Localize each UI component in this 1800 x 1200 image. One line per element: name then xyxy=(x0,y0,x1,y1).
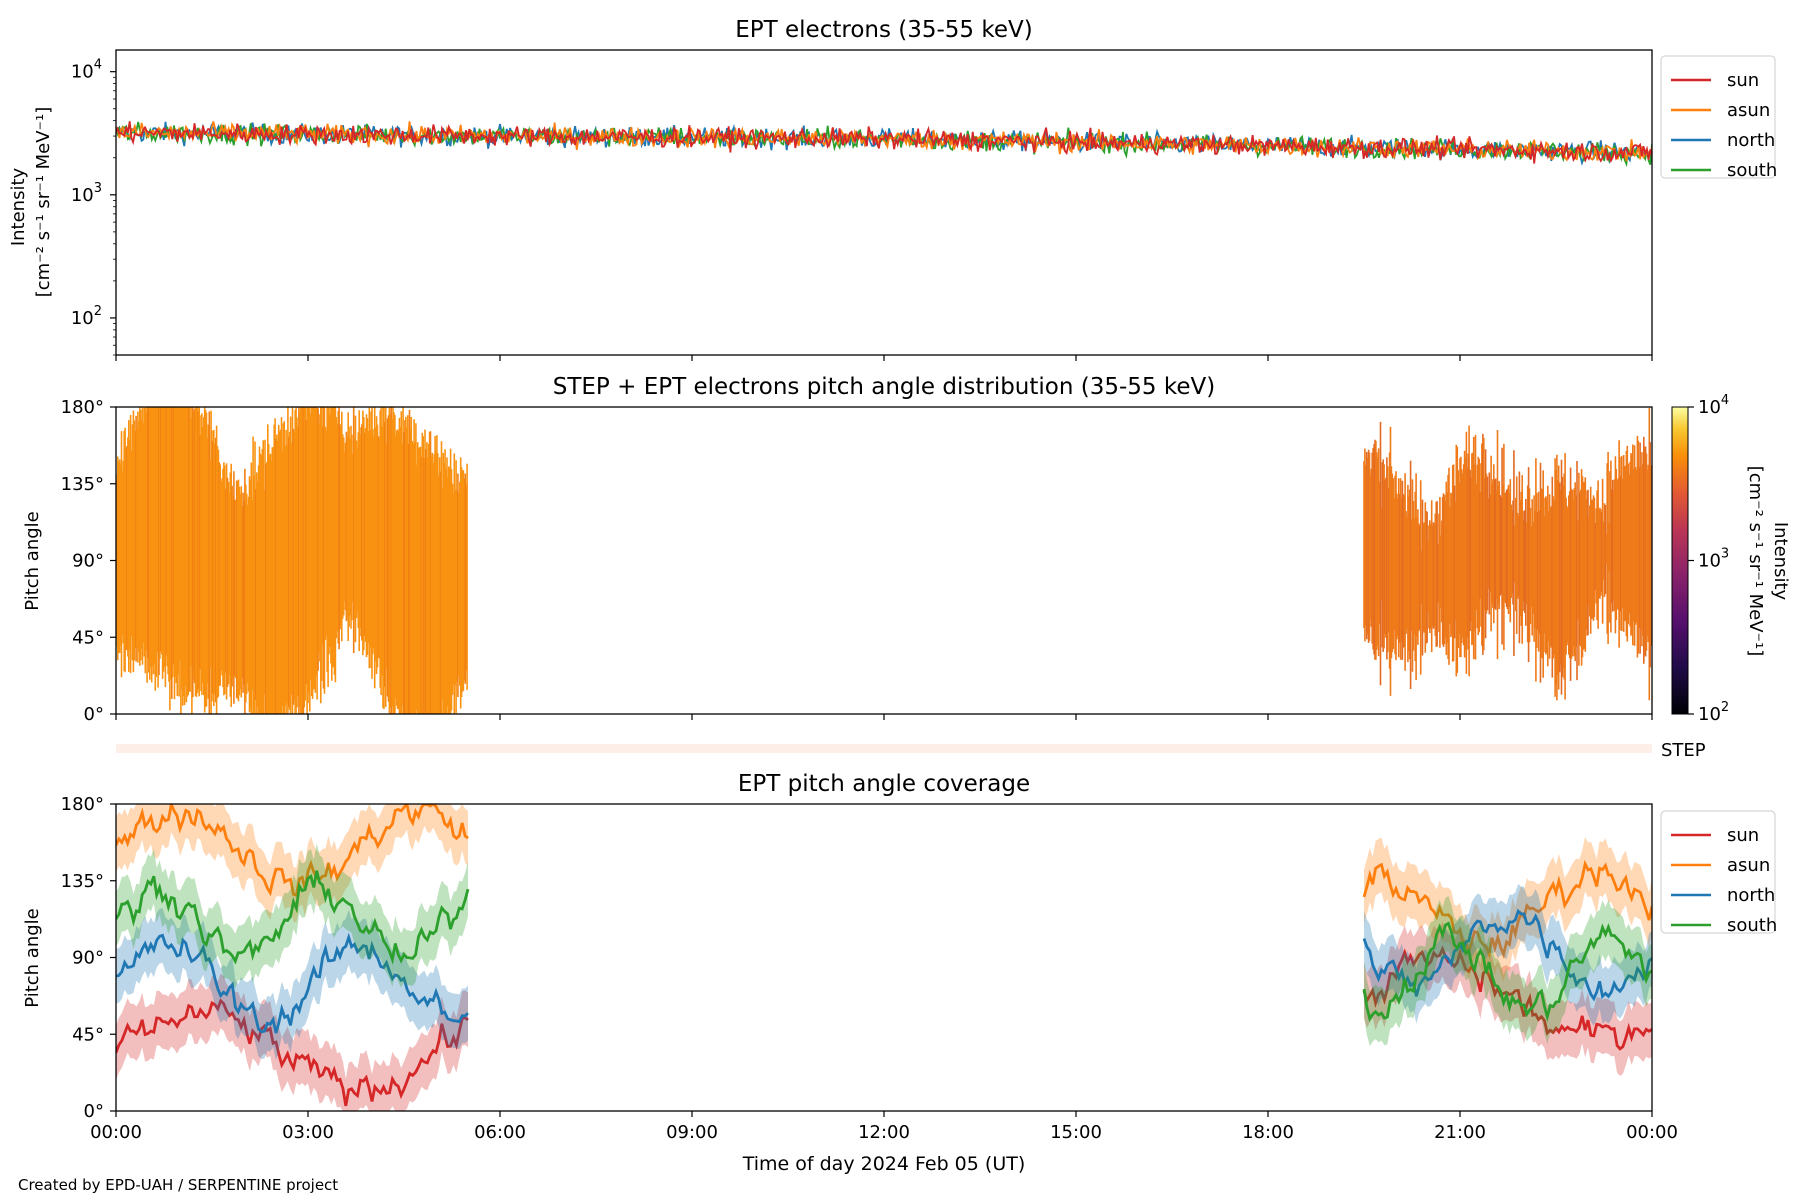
y-tick-label: 90° xyxy=(72,948,104,969)
coverage-band-sun xyxy=(116,973,468,1111)
x-tick-label: 12:00 xyxy=(858,1122,910,1143)
legend-label-asun: asun xyxy=(1727,855,1770,876)
panel3-y-ticks: 0° 45° 90° 135° 180° xyxy=(61,794,116,1122)
intensity-series-sun xyxy=(116,121,1652,164)
panel1-yunit: [cm⁻² s⁻¹ sr⁻¹ MeV⁻¹] xyxy=(33,107,54,298)
panel1-x-ticks xyxy=(115,355,1653,361)
x-tick-label: 03:00 xyxy=(282,1122,334,1143)
panel3-title: EPT pitch angle coverage xyxy=(738,771,1030,797)
x-tick-label: 06:00 xyxy=(474,1122,526,1143)
panel3-x-ticks: 00:00 03:00 06:00 09:00 12:00 15:00 18:00 21:00… xyxy=(90,1111,1678,1143)
x-tick-label: 00:00 xyxy=(90,1122,142,1143)
panel2-x-ticks xyxy=(115,714,1653,720)
colorbar xyxy=(1671,406,1689,715)
y-tick-label: 90° xyxy=(72,551,104,572)
coverage-series-north xyxy=(116,932,469,1034)
panel1-frame xyxy=(115,49,1653,356)
intensity-panel: EPT electrons (35-55 keV) 102 103 104 Inte… xyxy=(8,17,1777,361)
panel3-ylabel: Pitch angle xyxy=(22,908,43,1007)
legend-label-sun: sun xyxy=(1727,825,1759,846)
panel1-y-ticks: 102 103 104 xyxy=(71,58,116,356)
pad-heatmap xyxy=(116,407,1652,714)
panel2-y-ticks: 0° 45° 90° 135° 180° xyxy=(61,397,116,725)
y-tick-label: 104 xyxy=(71,58,102,83)
y-tick-label: 45° xyxy=(72,1024,104,1045)
colorbar-tick-label: 103 xyxy=(1698,547,1729,572)
x-tick-label: 09:00 xyxy=(666,1122,718,1143)
colorbar-label: Intensity xyxy=(1770,522,1791,601)
coverage-series-group xyxy=(116,804,1652,1111)
panel1-legend: sun asun north south xyxy=(1660,55,1777,181)
x-axis-label: Time of day 2024 Feb 05 (UT) xyxy=(742,1153,1026,1175)
step-strip xyxy=(116,744,1652,753)
y-tick-label: 180° xyxy=(61,794,104,815)
y-tick-label: 0° xyxy=(84,704,104,725)
panel2-title: STEP + EPT electrons pitch angle distrib… xyxy=(553,374,1215,400)
panel1-ylabel: Intensity xyxy=(8,167,29,246)
legend-box xyxy=(1660,55,1776,179)
x-tick-label: 18:00 xyxy=(1242,1122,1294,1143)
colorbar-ticks: 102 103 104 xyxy=(1688,393,1729,725)
panel1-title: EPT electrons (35-55 keV) xyxy=(735,17,1032,43)
coverage-series-south xyxy=(1362,921,1652,1023)
coverage-series-north xyxy=(1362,908,1652,1002)
legend-label-north: north xyxy=(1727,885,1775,906)
x-tick-label: 21:00 xyxy=(1434,1122,1486,1143)
panel2-ylabel: Pitch angle xyxy=(22,511,43,610)
intensity-series-group xyxy=(116,121,1652,168)
coverage-band-asun xyxy=(1364,836,1652,982)
panel3-legend: sun asun north south xyxy=(1660,810,1777,936)
y-tick-label: 135° xyxy=(61,474,104,495)
y-tick-label: 0° xyxy=(84,1101,104,1122)
coverage-series-sun xyxy=(116,998,469,1107)
legend-label-asun: asun xyxy=(1727,100,1770,121)
coverage-series-south xyxy=(116,870,470,965)
colorbar-unit: [cm⁻² s⁻¹ sr⁻¹ MeV⁻¹] xyxy=(1745,466,1766,657)
legend-box xyxy=(1660,810,1776,934)
pad-panel: STEP + EPT electrons pitch angle distrib… xyxy=(22,374,1791,761)
colorbar-tick-label: 102 xyxy=(1698,700,1729,725)
coverage-band-north xyxy=(1364,883,1652,1026)
x-tick-label: 15:00 xyxy=(1050,1122,1102,1143)
coverage-series-asun xyxy=(1362,859,1652,959)
credit-footer: Created by EPD-UAH / SERPENTINE project xyxy=(18,1176,339,1194)
coverage-panel: EPT pitch angle coverage 0° 45° 90° 135° 180… xyxy=(22,771,1777,1175)
y-tick-label: 180° xyxy=(61,397,104,418)
y-tick-label: 135° xyxy=(61,871,104,892)
x-tick-label: 00:00 xyxy=(1626,1122,1678,1143)
legend-label-north: north xyxy=(1727,130,1775,151)
coverage-series-sun xyxy=(1362,945,1652,1051)
legend-label-sun: sun xyxy=(1727,70,1759,91)
y-tick-label: 45° xyxy=(72,627,104,648)
y-tick-label: 103 xyxy=(71,181,102,206)
legend-label-south: south xyxy=(1727,915,1777,936)
coverage-series-asun xyxy=(116,804,469,897)
coverage-band-asun xyxy=(116,804,468,923)
y-tick-label: 102 xyxy=(71,304,102,329)
legend-label-south: south xyxy=(1727,160,1777,181)
colorbar-tick-label: 104 xyxy=(1698,393,1729,418)
step-label: STEP xyxy=(1661,740,1706,761)
